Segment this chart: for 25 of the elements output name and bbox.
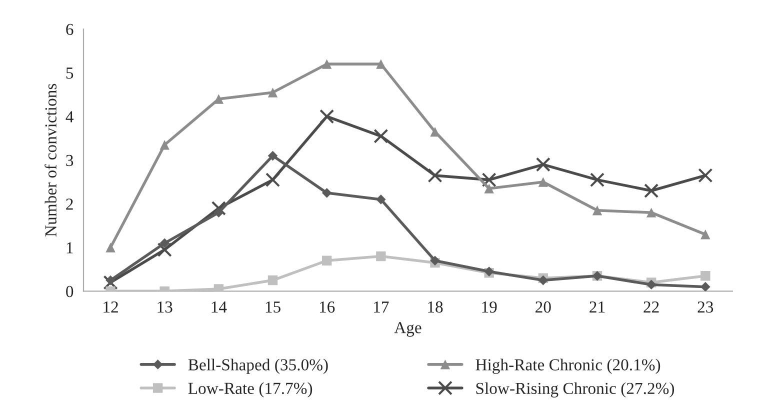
x-tick-label: 14 bbox=[212, 301, 227, 312]
y-tick-label: 1 bbox=[66, 242, 73, 254]
x-tick-label: 15 bbox=[266, 301, 280, 313]
x-tick-label: 13 bbox=[158, 301, 172, 313]
legend-label: Low-Rate (17.7%) bbox=[188, 382, 312, 398]
legend-label: Slow-Rising Chronic (27.2%) bbox=[476, 382, 674, 398]
legend-label: High-Rate Chronic (20.1%) bbox=[476, 358, 660, 374]
x-tick-label: 21 bbox=[590, 301, 605, 312]
x-tick-label: 18 bbox=[428, 301, 443, 313]
x-tick-label: 20 bbox=[536, 301, 551, 313]
y-tick-label: 4 bbox=[66, 111, 74, 122]
y-tick-label: 5 bbox=[66, 68, 74, 79]
legend-label: Bell-Shaped (35.0%) bbox=[188, 358, 328, 374]
y-tick-label: 3 bbox=[66, 154, 74, 166]
x-tick-label: 12 bbox=[104, 301, 118, 312]
x-tick-label: 17 bbox=[374, 301, 389, 312]
y-tick-label: 0 bbox=[66, 286, 74, 298]
x-tick-label: 23 bbox=[698, 301, 714, 313]
x-tick-label: 22 bbox=[644, 301, 659, 312]
x-axis-title: Age bbox=[394, 322, 422, 337]
y-tick-label: 2 bbox=[66, 198, 73, 210]
x-tick-label: 16 bbox=[320, 301, 335, 313]
y-tick-label: 6 bbox=[66, 24, 74, 36]
x-tick-label: 19 bbox=[482, 301, 497, 313]
y-axis-title: Number of convictions bbox=[44, 84, 56, 237]
